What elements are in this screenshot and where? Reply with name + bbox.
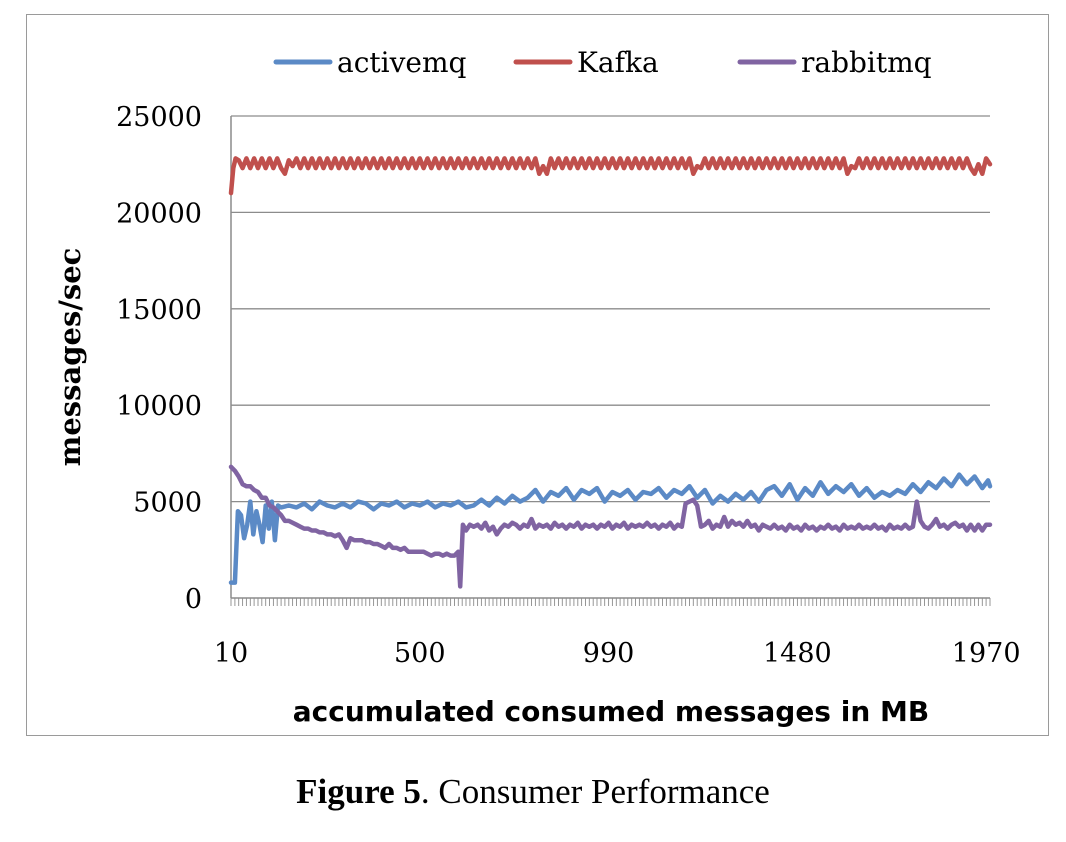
figure-caption: Figure 5. Consumer Performance (0, 772, 1066, 812)
figure-caption-text: . Consumer Performance (420, 772, 770, 811)
series-line-rabbitmq (228, 464, 993, 589)
x-axis-title: accumulated consumed messages in MB (293, 695, 929, 728)
y-tick-label: 10000 (116, 391, 202, 422)
figure-label: Figure 5 (296, 772, 421, 811)
x-tick-label: 1970 (952, 638, 1021, 669)
x-tick-label: 10 (214, 638, 248, 669)
consumer-performance-chart: 0 5000 10000 15000 20000 25000 10 500 990 1480 197… (53, 46, 1021, 728)
axes (230, 116, 991, 606)
y-tick-label: 0 (185, 584, 202, 615)
x-axis-tick-marks (230, 598, 991, 606)
y-tick-label: 15000 (116, 295, 202, 326)
y-axis-title: messages/sec (53, 248, 87, 467)
series-line-kafka (228, 156, 993, 196)
legend-label-activemq: activemq (337, 46, 467, 79)
series-lines (228, 156, 993, 589)
y-tick-label: 20000 (116, 198, 202, 229)
legend: activemq Kafka rabbitmq (273, 46, 932, 79)
series-line-activemq (228, 472, 993, 585)
y-tick-label: 5000 (133, 488, 202, 519)
legend-label-kafka: Kafka (577, 46, 659, 79)
x-tick-label: 990 (583, 638, 635, 669)
x-tick-label: 1480 (763, 638, 832, 669)
x-tick-label: 500 (394, 638, 446, 669)
y-tick-label: 25000 (116, 102, 202, 133)
legend-label-rabbitmq: rabbitmq (801, 46, 932, 79)
gridlines (231, 115, 990, 503)
chart-frame (26, 14, 1049, 736)
tick-labels: 0 5000 10000 15000 20000 25000 10 500 990 1480 197… (116, 102, 1020, 669)
